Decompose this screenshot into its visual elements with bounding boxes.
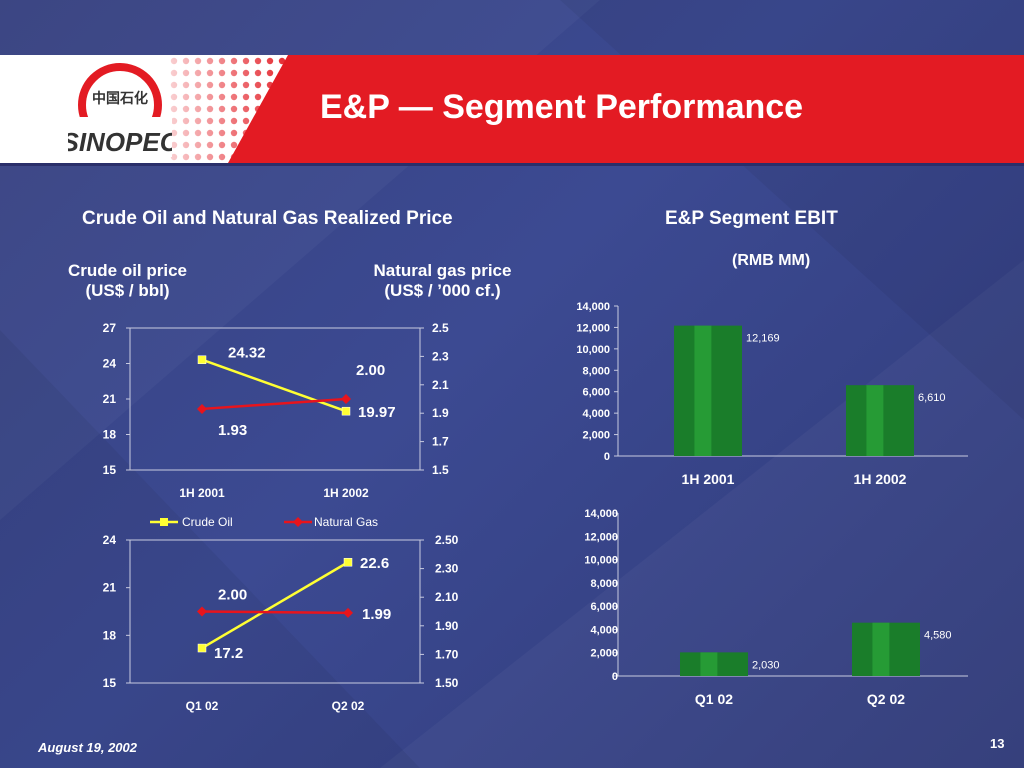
price-1h-right-tick-label: 2.5 <box>432 321 449 335</box>
price-q-data-label: 1.99 <box>362 606 391 623</box>
price-q-crude-oil-point <box>343 557 353 567</box>
ebit-q-tick-label: 10,000 <box>584 555 618 567</box>
gas-axis-title-line1: Natural gas price <box>373 261 512 280</box>
header-band: 中国石化 SINOPEC <box>0 55 1024 166</box>
price-q-data-label: 22.6 <box>360 555 389 572</box>
ebit-1h-tick-label: 6,000 <box>582 387 610 399</box>
legend-crude-oil-marker <box>160 518 168 526</box>
ebit-q-tick-label: 12,000 <box>584 531 618 543</box>
gas-axis-title: Natural gas price (US$ / ’000 cf.) <box>345 261 540 301</box>
price-1h-crude-oil-point <box>341 406 351 416</box>
ebit-1h-tick-label: 12,000 <box>576 322 610 334</box>
price-q-right-tick-label: 1.90 <box>435 619 459 633</box>
price-q-left-tick-label: 15 <box>103 676 117 690</box>
price-1h-right-tick-label: 1.5 <box>432 463 449 477</box>
price-1h-right-tick-label: 2.1 <box>432 378 449 392</box>
gas-axis-title-line2: (US$ / ’000 cf.) <box>384 281 501 300</box>
crude-axis-title-line1: Crude oil price <box>67 261 188 280</box>
ebit-1h-tick-label: 8,000 <box>582 365 610 377</box>
price-1h-right-tick-label: 2.3 <box>432 349 449 363</box>
price-q-left-tick-label: 21 <box>103 581 117 595</box>
price-1h-left-tick-label: 24 <box>103 357 117 371</box>
ebit-q-value-label: 2,030 <box>752 659 780 671</box>
price-q-category-label: Q1 02 <box>186 699 219 713</box>
price-1h-natural-gas-point <box>197 403 207 414</box>
price-q-plot-frame <box>129 539 421 684</box>
price-q-right-tick-label: 1.50 <box>435 676 459 690</box>
ebit-q-tick-label: 4,000 <box>590 624 618 636</box>
price-1h-data-label: 24.32 <box>228 345 266 362</box>
ebit-1h-tick-label: 4,000 <box>582 408 610 420</box>
ebit-1h-tick-label: 0 <box>604 451 610 463</box>
price-section-title: Crude Oil and Natural Gas Realized Price <box>82 208 453 229</box>
price-q-data-label: 17.2 <box>214 645 243 662</box>
price-1h-left-tick-label: 15 <box>103 463 117 477</box>
price-1h-left-tick-label: 27 <box>103 321 117 335</box>
price-q-natural-gas-point <box>197 606 207 617</box>
price-q-right-tick-label: 2.30 <box>435 562 459 576</box>
price-1h-crude-oil-line <box>201 358 347 413</box>
ebit-q-bar-highlight <box>700 652 718 676</box>
crude-axis-title-line2: (US$ / bbl) <box>85 281 170 300</box>
crude-axis-title: Crude oil price (US$ / bbl) <box>40 261 215 301</box>
ebit-1h-category-label: 1H 2002 <box>854 471 907 487</box>
ebit-1h-value-label: 12,169 <box>746 333 780 345</box>
price-1h-crude-oil-point <box>197 355 207 364</box>
ebit-q-tick-label: 14,000 <box>584 508 618 520</box>
price-q-right-tick-label: 1.70 <box>435 647 459 661</box>
price-1h-natural-gas-point <box>341 394 351 404</box>
price-q-natural-gas-point <box>343 607 353 618</box>
price-1h-right-tick-label: 1.7 <box>432 435 449 449</box>
ebit-q-bar-highlight <box>872 622 890 676</box>
slide-title: E&P — Segment Performance <box>320 88 804 126</box>
ebit-section-title: E&P Segment EBIT <box>665 208 838 229</box>
ebit-1h-tick-label: 2,000 <box>582 430 610 442</box>
ebit-q-tick-label: 6,000 <box>590 601 618 613</box>
price-1h-right-tick-label: 1.9 <box>432 406 449 420</box>
price-q-left-tick-label: 24 <box>103 533 117 547</box>
svg-text:中国石化: 中国石化 <box>92 90 148 106</box>
price-1h-plot-frame <box>129 327 421 471</box>
price-q-data-label: 2.00 <box>218 587 247 604</box>
page-number: 13 <box>990 736 1005 751</box>
price-1h-data-label: 2.00 <box>356 362 385 379</box>
ebit-q-tick-label: 8,000 <box>590 578 618 590</box>
price-1h-data-label: 1.93 <box>218 422 247 439</box>
price-q-category-label: Q2 02 <box>332 699 365 713</box>
price-q-crude-oil-point <box>197 643 207 653</box>
ebit-1h-bar-highlight <box>694 325 712 456</box>
header-red-banner <box>168 55 1024 163</box>
price-1h-left-tick-label: 18 <box>103 428 117 442</box>
price-1h-left-tick-label: 21 <box>103 392 117 406</box>
ebit-q-tick-label: 0 <box>612 671 618 683</box>
price-q-right-tick-label: 2.50 <box>435 533 459 547</box>
legend-natural-gas-label: Natural Gas <box>314 515 378 529</box>
footer-date: August 19, 2002 <box>38 740 137 755</box>
ebit-1h-bar-highlight <box>866 385 884 456</box>
ebit-q-tick-label: 2,000 <box>590 648 618 660</box>
svg-text:SINOPEC: SINOPEC <box>68 127 172 157</box>
legend-crude-oil-label: Crude Oil <box>182 515 233 529</box>
ebit-q-value-label: 4,580 <box>924 630 952 642</box>
ebit-q-category-label: Q1 02 <box>695 691 733 707</box>
ebit-1h-tick-label: 10,000 <box>576 344 610 356</box>
ebit-1h-value-label: 6,610 <box>918 392 946 404</box>
price-q-left-tick-label: 18 <box>103 628 117 642</box>
price-q-crude-oil-line <box>201 561 349 650</box>
price-q-natural-gas-line <box>201 610 349 615</box>
price-1h-data-label: 19.97 <box>358 404 396 421</box>
sinopec-logo: 中国石化 SINOPEC <box>68 63 172 157</box>
ebit-q-category-label: Q2 02 <box>867 691 905 707</box>
ebit-1h-category-label: 1H 2001 <box>682 471 735 487</box>
ebit-1h-tick-label: 14,000 <box>576 301 610 313</box>
price-1h-category-label: 1H 2001 <box>179 486 225 500</box>
ebit-unit-subtitle: (RMB MM) <box>732 252 811 269</box>
price-1h-natural-gas-line <box>201 397 347 411</box>
price-1h-category-label: 1H 2002 <box>323 486 369 500</box>
legend-natural-gas-marker <box>293 517 303 527</box>
price-q-right-tick-label: 2.10 <box>435 590 459 604</box>
